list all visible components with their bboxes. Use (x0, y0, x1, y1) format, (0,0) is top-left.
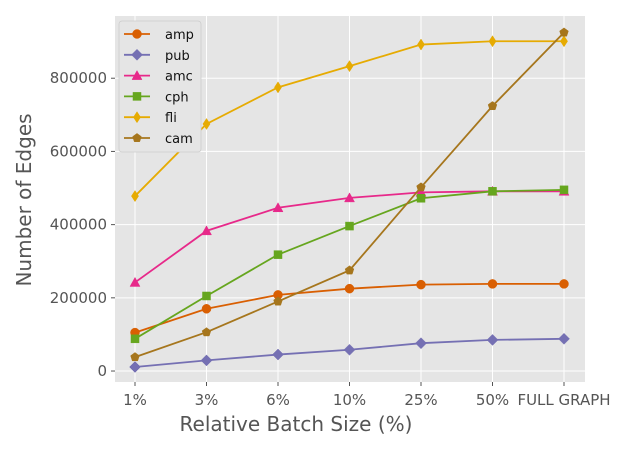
legend: amp pub amc cph fli cam (118, 20, 202, 153)
data-point-fli (202, 118, 211, 130)
x-tick-label: FULL GRAPH (517, 391, 610, 409)
legend-label: cph (165, 90, 189, 105)
x-tick-label: 1% (123, 391, 147, 409)
data-point-cam (201, 327, 212, 337)
legend-label: amc (165, 70, 193, 85)
x-tick-label: 10% (333, 391, 366, 409)
data-point-cph (202, 291, 211, 301)
data-point-amc (129, 276, 141, 287)
x-tick-label: 6% (266, 391, 290, 409)
legend-label: cam (165, 132, 193, 147)
data-point-pub (272, 348, 284, 361)
y-tick-label: 600000 (50, 142, 107, 160)
series-cam (130, 27, 569, 362)
legend-label: pub (165, 49, 190, 64)
legend-marker-amp (132, 29, 142, 39)
data-point-fli (488, 35, 497, 48)
data-point-pub (200, 354, 213, 367)
data-point-cam (344, 265, 355, 275)
legend-item-amc: amc (124, 70, 193, 85)
ticks: 1% 3% 6% 10% 25% 50% FULL GRAPH 0 200000 400000 60… (50, 69, 611, 409)
data-point-cph (273, 250, 283, 259)
y-tick-label: 800000 (50, 69, 107, 87)
data-point-amp (559, 279, 569, 289)
legend-item-cam: cam (124, 132, 193, 147)
data-point-cam (273, 296, 283, 306)
legend-item-cph: cph (124, 90, 189, 105)
x-tick-label: 25% (404, 391, 437, 409)
data-point-cph (345, 221, 354, 231)
legend-label: fli (165, 111, 177, 126)
data-point-fli (274, 81, 282, 94)
data-point-amp (201, 304, 212, 314)
legend-marker-amc (131, 70, 143, 80)
data-point-pub (558, 332, 570, 345)
legend-item-fli: fli (124, 111, 177, 126)
data-point-amp (344, 283, 355, 294)
series-fli (131, 35, 568, 203)
data-point-cam (487, 101, 498, 111)
series-layer (129, 27, 570, 373)
y-tick-label: 200000 (50, 289, 107, 307)
data-point-cam (559, 27, 569, 37)
data-point-cph (559, 185, 569, 195)
data-point-amc (201, 225, 212, 236)
legend-marker-pub (131, 48, 143, 61)
legend-item-pub: pub (124, 49, 190, 64)
legend-marker-cph (132, 92, 142, 101)
legend-item-amp: amp (124, 28, 194, 43)
legend-marker-fli (133, 111, 141, 124)
legend-marker-cam (132, 133, 142, 142)
data-point-amc (272, 202, 284, 213)
y-tick-label: 400000 (50, 216, 107, 234)
series-cph (130, 185, 569, 344)
data-point-fli (417, 38, 425, 51)
legend-label: amp (165, 28, 194, 43)
x-tick-label: 3% (195, 391, 219, 409)
x-tick-label: 50% (476, 391, 509, 409)
data-point-pub (343, 343, 356, 356)
x-axis-title: Relative Batch Size (%) (180, 412, 413, 436)
data-point-cph (488, 187, 497, 196)
data-point-cam (416, 182, 426, 192)
data-point-amc (344, 192, 355, 203)
data-point-fli (560, 35, 568, 48)
data-point-fli (131, 190, 139, 203)
data-point-pub (129, 361, 141, 373)
data-point-cph (416, 194, 426, 203)
series-pub (129, 332, 570, 373)
data-point-cph (130, 334, 140, 344)
data-point-amp (416, 279, 426, 290)
data-point-amp (487, 279, 498, 289)
y-tick-label: 0 (97, 362, 107, 380)
data-point-pub (486, 334, 499, 346)
data-point-pub (415, 337, 427, 350)
data-point-cam (130, 352, 140, 362)
data-point-fli (345, 60, 354, 73)
y-axis-title: Number of Edges (12, 113, 36, 286)
